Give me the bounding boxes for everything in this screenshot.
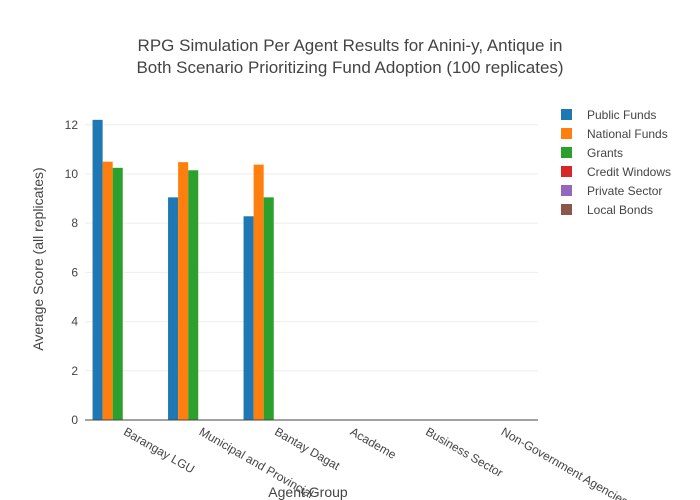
y-tick-label: 2 xyxy=(71,364,78,378)
bar xyxy=(188,170,199,420)
legend-swatch xyxy=(561,147,572,158)
legend-label: Public Funds xyxy=(587,108,656,122)
bar xyxy=(263,197,274,420)
legend-label: Credit Windows xyxy=(587,165,671,179)
x-tick-label: Academe xyxy=(348,424,399,462)
chart-title-line-1: RPG Simulation Per Agent Results for Ani… xyxy=(138,36,563,55)
x-tick-label: Bantay Dagat xyxy=(272,424,343,473)
y-tick-label: 0 xyxy=(71,413,78,427)
x-tick-labels: Barangay LGU Municipal and ProvincialBant… xyxy=(121,424,630,500)
y-tick-labels: 0 2 4 6 8 10 12 xyxy=(65,118,79,427)
legend: Public Funds National Funds Grants Credit W… xyxy=(561,108,671,217)
y-tick-label: 6 xyxy=(71,265,78,279)
bar xyxy=(112,167,123,420)
bar xyxy=(243,216,254,420)
x-axis-title: Agent Group xyxy=(268,484,348,500)
y-tick-label: 8 xyxy=(71,216,78,230)
y-tick-label: 4 xyxy=(71,315,78,329)
gridlines xyxy=(85,124,538,372)
legend-swatch xyxy=(561,128,572,139)
x-tick-label: Business Sector xyxy=(423,424,505,479)
legend-label: Local Bonds xyxy=(587,203,653,217)
bar xyxy=(168,197,179,420)
legend-swatch xyxy=(561,185,572,196)
y-tick-label: 10 xyxy=(65,167,79,181)
x-tick-label: Barangay LGU xyxy=(121,424,197,476)
bar xyxy=(253,164,264,420)
bar xyxy=(178,162,189,420)
y-axis-title: Average Score (all replicates) xyxy=(30,167,46,350)
legend-swatch xyxy=(561,166,572,177)
bar xyxy=(92,119,103,420)
y-tick-label: 12 xyxy=(65,118,79,132)
bars xyxy=(92,119,274,420)
bar xyxy=(102,161,113,420)
legend-swatch xyxy=(561,204,572,215)
chart-title-line-2: Both Scenario Prioritizing Fund Adoption… xyxy=(136,58,563,77)
legend-label: Private Sector xyxy=(587,184,662,198)
legend-label: National Funds xyxy=(587,127,668,141)
x-tick-label: Non-Government Agencies xyxy=(499,424,631,500)
legend-label: Grants xyxy=(587,146,623,160)
legend-swatch xyxy=(561,109,572,120)
